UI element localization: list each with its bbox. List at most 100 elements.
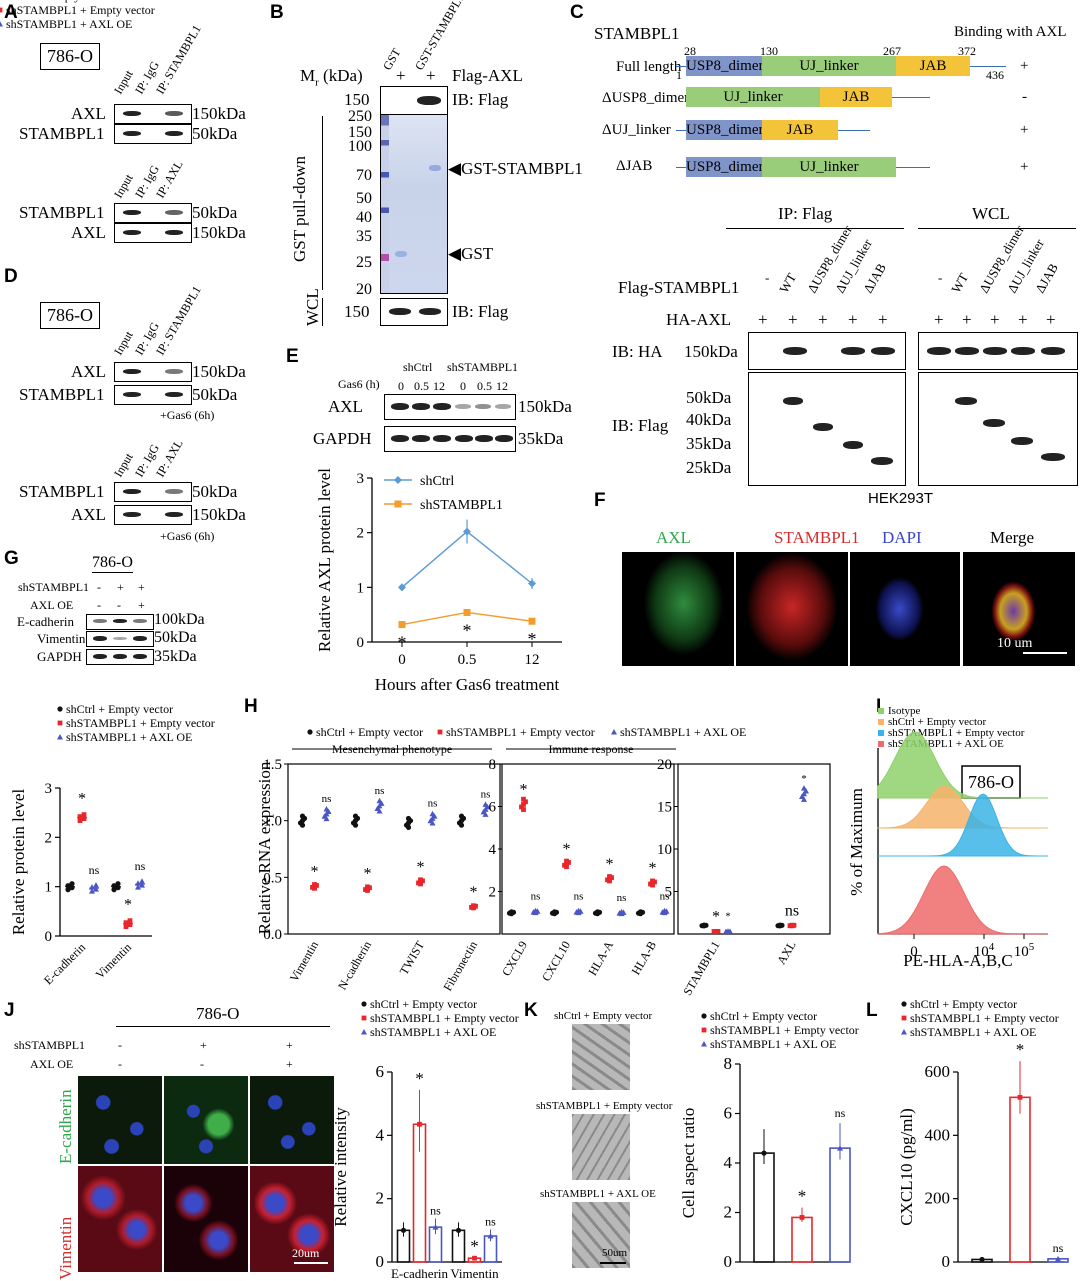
micro-stambpl1	[736, 552, 848, 666]
chart-h-ytick-label: 1.5	[263, 757, 282, 773]
chart-h-annotation: *	[606, 856, 614, 873]
chart-h-point	[521, 796, 526, 802]
chart-l-ytick-label: 200	[925, 1189, 951, 1208]
sign: -	[118, 1057, 122, 1071]
mw-marker: 25	[356, 254, 372, 271]
chart-e-point	[463, 527, 471, 536]
chart-h-xtick-label: CXCL9	[499, 939, 530, 979]
chart-h-ytick-label: 6	[489, 800, 497, 816]
sign: +	[286, 1038, 293, 1052]
row-label: shSTAMBPL1 + Empty vector	[536, 1100, 673, 1112]
chart-g-ytick-label: 0	[45, 929, 53, 945]
row-label: STAMBPL1	[19, 385, 105, 404]
position: 28	[684, 44, 696, 58]
chart-h-point	[532, 907, 539, 914]
cell-line-j: 786-O	[196, 1004, 240, 1023]
chart-h-point	[352, 813, 359, 819]
chart-e-annotation: *	[528, 629, 537, 649]
chart-h-annotation: ns	[574, 891, 584, 903]
flag-axl-label: Flag-AXL	[452, 66, 523, 85]
chart-l-legend-label: shCtrl + Empty vector	[910, 997, 1017, 1011]
blot-d-stambpl1-2	[114, 482, 192, 502]
construct-label: Full length	[616, 59, 682, 75]
micro-axl	[622, 552, 734, 666]
chart-h-legend-label: shSTAMBPL1 + AXL OE	[620, 725, 746, 739]
chart-e-ytick-label: 1	[357, 580, 365, 596]
mw-label: 100kDa	[154, 611, 205, 628]
blot-a-axl	[114, 104, 192, 124]
blot-d-axl-2	[114, 505, 192, 525]
chart-h-ytick-label: 4	[489, 842, 497, 858]
scale-bar-label: 10 um	[997, 636, 1033, 651]
chart-k-legend-label: shSTAMBPL1 + AXL OE	[710, 1037, 836, 1051]
panel-label-k: K	[524, 1000, 538, 1021]
chart-h-annotation: *	[725, 910, 731, 922]
chart-l-legend-marker	[901, 1015, 907, 1021]
chart-h-legend-marker	[437, 729, 443, 735]
chart-j-point	[487, 1233, 494, 1239]
chart-g-xtick-label: E-cadherin	[41, 940, 88, 987]
chart-l-ylabel: CXCL10 (pg/ml)	[897, 1108, 916, 1226]
panel-label-d: D	[4, 266, 18, 287]
chart-h-point	[299, 813, 306, 819]
chart-k-ylabel: Cell aspect ratio	[679, 1108, 698, 1218]
arrow-gst-stambpl1: ◀GST-STAMBPL1	[448, 159, 583, 178]
sign: +	[138, 598, 145, 612]
position: 372	[958, 44, 976, 58]
chart-k-point	[799, 1215, 805, 1220]
chart-i-legend-marker	[878, 719, 884, 725]
chart-g-annotation: ns	[135, 859, 146, 873]
blot-b-top	[380, 86, 448, 116]
bracket	[322, 116, 323, 290]
chart-e-legend-marker	[394, 500, 402, 508]
chart-h-xtick-label: AXL	[774, 939, 798, 967]
mr-label: Mr (kDa)	[300, 66, 363, 89]
chart-h-ytick-label: 5	[665, 885, 673, 901]
chart-j-legend-marker	[361, 1001, 367, 1007]
chart-l-legend-marker	[901, 1029, 907, 1035]
chart-j-legend-marker	[361, 1029, 367, 1035]
domain-usp8: USP8_dimer	[686, 120, 764, 140]
chart-k-point	[761, 1150, 767, 1156]
mw-label: 50kDa	[192, 385, 238, 404]
chart-h-annotation: ns	[531, 891, 541, 903]
chart-i-histogram	[877, 865, 1048, 935]
time: 0.5	[414, 379, 429, 393]
panel-label-g: G	[4, 548, 19, 569]
chart-g-point	[127, 922, 133, 928]
lane-label: -	[938, 270, 943, 285]
position: 436	[986, 68, 1004, 82]
chart-h-point	[323, 806, 330, 812]
chart-h-xtick-label: STAMBPL1	[680, 939, 722, 998]
row-label: shSTAMBPL1 + AXL OE	[540, 1188, 656, 1200]
chart-g-point	[89, 888, 95, 894]
blot-c-flag-ip	[748, 372, 906, 486]
mw-label: 35kDa	[154, 648, 197, 665]
position: 130	[760, 44, 778, 58]
chart-l-annotation: ns	[1053, 1241, 1064, 1255]
cell-line-box-a: 786-O	[40, 43, 100, 70]
chart-j-annotation: ns	[485, 1215, 496, 1229]
chart-g-xtick-label: Vimentin	[93, 940, 134, 981]
chart-h-annotation: ns	[481, 788, 491, 800]
mw-marker: 40	[356, 209, 372, 226]
plus: +	[758, 310, 768, 329]
chart-h-point	[618, 908, 625, 915]
chart-g-ytick-label: 3	[45, 781, 53, 797]
chart-l-ytick-label: 0	[942, 1252, 951, 1271]
chart-g-point	[123, 924, 129, 930]
chart-h-point	[521, 801, 526, 807]
blot-c-flag-wcl	[918, 372, 1078, 486]
chart-j-xtick-label: E-cadherin	[391, 1266, 449, 1281]
chart-e-xlabel: Hours after Gas6 treatment	[375, 675, 560, 694]
domain-jab: JAB	[896, 56, 970, 76]
mw-label: 35kDa	[686, 434, 732, 453]
domain-jab: JAB	[820, 87, 892, 107]
chart-h-xtick-label: HLA-B	[629, 939, 659, 978]
chart-h-point	[594, 909, 601, 915]
micro-j-vim-2	[164, 1166, 248, 1272]
mw-marker: 150	[344, 302, 370, 321]
chart-h-annotation: *	[563, 841, 571, 858]
chart-h-group-label: Mesenchymal phenotype	[332, 742, 452, 756]
micro-k-1	[572, 1024, 630, 1090]
